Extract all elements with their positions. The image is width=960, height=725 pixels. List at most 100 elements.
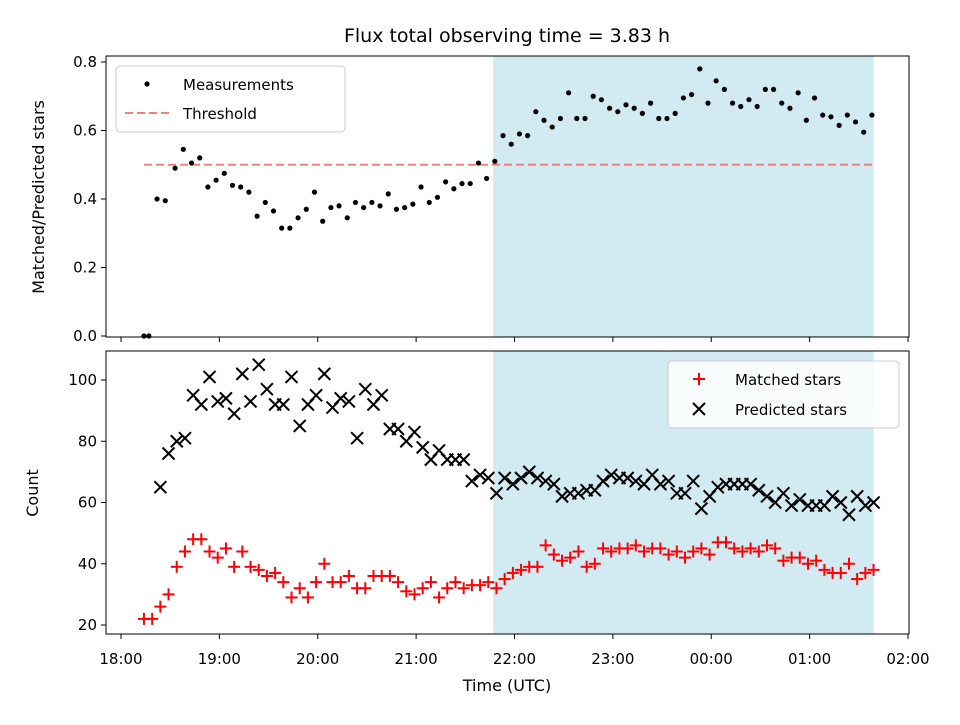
- matched-star-point: [252, 563, 265, 576]
- matched-star-point: [547, 548, 560, 561]
- bottom-y-label: Count: [23, 469, 42, 517]
- predicted-star-point: [243, 394, 258, 409]
- matched-star-point: [334, 576, 347, 589]
- measurement-point: [590, 93, 596, 99]
- top-legend-box: [115, 65, 346, 133]
- matched-star-point: [588, 557, 601, 570]
- predicted-stars-points: [153, 357, 881, 522]
- chart-title: Flux total observing time = 3.83 h: [344, 25, 670, 47]
- matched-star-point: [842, 557, 855, 570]
- legend-label-threshold: Threshold: [182, 105, 257, 123]
- matched-star-point: [170, 560, 183, 573]
- matched-star-point: [195, 533, 208, 546]
- matched-star-point: [392, 576, 405, 589]
- measurement-point: [213, 177, 219, 183]
- measurement-point: [188, 160, 195, 166]
- predicted-star-point: [276, 397, 291, 412]
- measurement-point: [229, 182, 236, 188]
- x-tick-label: 01:00: [788, 650, 831, 668]
- predicted-star-point: [252, 357, 266, 372]
- predicted-star-point: [752, 483, 766, 497]
- matched-star-point: [219, 542, 232, 555]
- bottom-y-tick-label: 80: [78, 432, 97, 450]
- matched-star-point: [720, 536, 733, 549]
- top-y-tick-label: 0.4: [73, 190, 97, 208]
- matched-star-point: [244, 560, 257, 573]
- predicted-star-point: [227, 406, 241, 421]
- measurement-point: [467, 180, 473, 187]
- matched-star-point: [687, 545, 700, 558]
- measurement-point: [795, 90, 801, 96]
- matched-star-point: [498, 573, 511, 586]
- measurement-point: [344, 215, 350, 221]
- measurement-point: [410, 201, 416, 207]
- measurement-point: [162, 198, 168, 204]
- matched-star-point: [728, 542, 741, 555]
- matched-star-point: [449, 576, 462, 589]
- top-legend: Measurements Threshold: [115, 65, 346, 133]
- matched-star-point: [457, 582, 470, 595]
- matched-star-point: [203, 545, 216, 558]
- matched-star-point: [564, 551, 577, 564]
- predicted-star-point: [194, 397, 209, 412]
- measurement-point: [475, 160, 482, 166]
- measurement-point: [574, 115, 580, 122]
- measurement-point: [639, 110, 645, 116]
- measurement-point: [582, 115, 588, 122]
- matched-star-point: [793, 551, 806, 564]
- x-tick-label: 21:00: [395, 650, 438, 668]
- measurement-point: [336, 203, 342, 209]
- measurement-point: [787, 105, 793, 111]
- predicted-star-point: [358, 382, 373, 396]
- matched-star-point: [416, 582, 429, 595]
- measurement-point: [484, 175, 490, 182]
- predicted-star-point: [260, 382, 274, 396]
- predicted-star-point: [456, 452, 471, 467]
- legend-label-matched: Matched stars: [735, 371, 841, 389]
- measurement-point: [352, 199, 359, 206]
- predicted-star-point: [284, 370, 299, 384]
- matched-star-point: [146, 612, 159, 625]
- matched-star-point: [400, 585, 413, 598]
- measurement-point: [508, 141, 514, 147]
- predicted-star-point: [211, 394, 225, 409]
- predicted-star-point: [653, 477, 668, 491]
- predicted-star-point: [350, 431, 364, 445]
- predicted-star-point: [866, 495, 881, 510]
- x-tick-label: 20:00: [296, 650, 339, 668]
- matched-star-point: [695, 542, 708, 555]
- bottom-panel: 20 40 60 80 100 18:00 19:00 20:00 21:00 22:00 23:…: [23, 350, 930, 695]
- predicted-star-point: [161, 446, 176, 461]
- predicted-star-point: [235, 367, 250, 381]
- predicted-star-point: [711, 480, 725, 494]
- predicted-star-point: [342, 394, 356, 409]
- predicted-star-point: [170, 434, 184, 448]
- predicted-star-point: [473, 468, 487, 482]
- measurement-point: [426, 199, 432, 206]
- matched-star-point: [285, 591, 298, 604]
- predicted-star-point: [153, 480, 168, 494]
- bottom-y-tick-label: 40: [78, 555, 97, 573]
- bottom-x-axis: 18:00 19:00 20:00 21:00 22:00 23:00 00:00 01:00…: [99, 634, 930, 668]
- predicted-star-point: [834, 495, 848, 510]
- measurement-point: [492, 158, 498, 164]
- measurement-point: [672, 110, 678, 116]
- predicted-star-point: [538, 474, 553, 488]
- matched-star-point: [810, 554, 823, 567]
- measurement-point: [549, 124, 555, 130]
- measurement-point: [361, 204, 367, 211]
- matched-star-point: [662, 548, 675, 561]
- x-tick-label: 23:00: [591, 650, 634, 668]
- measurement-point: [811, 95, 818, 101]
- measurement-point: [738, 103, 744, 110]
- predicted-star-point: [678, 486, 692, 501]
- matched-star-point: [441, 582, 454, 595]
- matched-star-point: [482, 576, 495, 589]
- measurement-point: [303, 206, 309, 212]
- measurement-point: [779, 100, 785, 106]
- top-y-tick-label: 0.2: [73, 259, 97, 277]
- measurement-point: [746, 97, 752, 103]
- matched-star-point: [605, 545, 618, 558]
- matched-star-point: [867, 563, 880, 576]
- matched-star-point: [359, 582, 372, 595]
